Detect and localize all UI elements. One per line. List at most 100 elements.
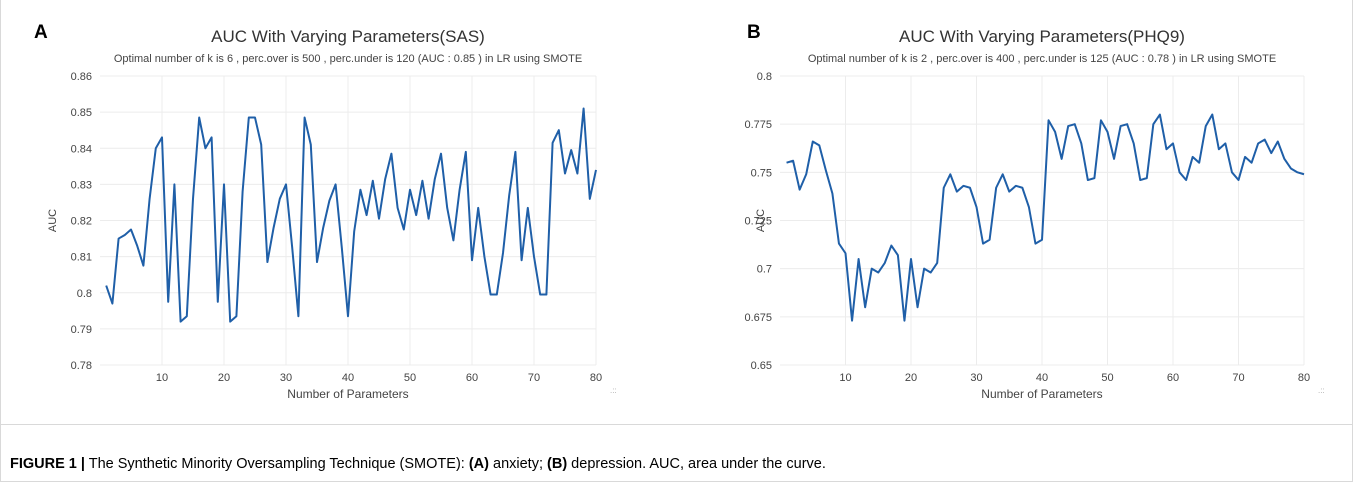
chart-title: AUC With Varying Parameters(PHQ9) — [899, 27, 1185, 46]
data-point — [1133, 142, 1135, 144]
chart-a: AUC With Varying Parameters(SAS) Optimal … — [47, 27, 617, 401]
data-point — [155, 147, 157, 149]
data-point — [1264, 139, 1266, 141]
data-point — [1061, 158, 1063, 160]
data-point — [917, 306, 919, 308]
x-tick-label: 50 — [404, 372, 416, 384]
data-point — [465, 151, 467, 153]
data-point — [428, 218, 430, 220]
data-point — [1107, 131, 1109, 133]
data-point — [936, 262, 938, 264]
data-point — [490, 294, 492, 296]
data-point — [1270, 152, 1272, 154]
data-point — [1172, 142, 1174, 144]
data-point — [173, 183, 175, 185]
data-point — [799, 189, 801, 191]
data-point — [1008, 191, 1010, 193]
caption-text-2: anxiety; — [488, 456, 548, 472]
y-tick-label: 0.675 — [744, 312, 772, 324]
data-point — [341, 247, 343, 249]
data-point — [353, 230, 355, 232]
data-point — [1126, 123, 1128, 125]
data-point — [1034, 243, 1036, 245]
data-point — [1152, 123, 1154, 125]
data-point — [390, 153, 392, 155]
data-point — [285, 183, 287, 185]
data-point — [316, 261, 318, 263]
data-point — [372, 180, 374, 182]
data-point — [167, 301, 169, 303]
data-point — [595, 169, 597, 171]
data-point — [864, 306, 866, 308]
data-point — [1165, 148, 1167, 150]
data-point — [1198, 162, 1200, 164]
data-point — [477, 207, 479, 209]
data-point — [1244, 156, 1246, 158]
y-tick-label: 0.81 — [71, 252, 92, 264]
data-point — [1277, 141, 1279, 143]
data-point — [576, 173, 578, 175]
data-point — [792, 160, 794, 162]
data-point — [1211, 114, 1213, 116]
figure-caption: FIGURE 1 | The Synthetic Minority Oversa… — [10, 456, 826, 472]
data-point — [558, 129, 560, 131]
data-point — [910, 258, 912, 260]
panel-label-a: A — [34, 22, 48, 43]
data-point — [1146, 177, 1148, 179]
chart-b: AUC With Varying Parameters(PHQ9) Optimal… — [744, 27, 1324, 401]
data-point — [514, 151, 516, 153]
data-point — [297, 315, 299, 317]
data-point — [1205, 125, 1207, 127]
data-point — [452, 239, 454, 241]
data-point — [434, 178, 436, 180]
data-point — [508, 194, 510, 196]
data-point — [552, 142, 554, 144]
x-tick-label: 10 — [156, 372, 168, 384]
data-point — [198, 117, 200, 119]
data-point — [564, 173, 566, 175]
data-point — [786, 162, 788, 164]
data-point — [415, 214, 417, 216]
data-point — [976, 206, 978, 208]
data-point — [1093, 177, 1095, 179]
data-point — [923, 268, 925, 270]
y-tick-label: 0.86 — [71, 71, 92, 83]
data-point — [322, 227, 324, 229]
data-point — [328, 200, 330, 202]
data-point — [1021, 187, 1023, 189]
data-point — [223, 183, 225, 185]
data-point — [1100, 119, 1102, 121]
data-point — [217, 301, 219, 303]
data-point — [838, 243, 840, 245]
data-point — [962, 185, 964, 187]
data-point — [583, 108, 585, 110]
y-axis-label: AUC — [755, 209, 767, 232]
data-point — [545, 294, 547, 296]
data-point — [192, 198, 194, 200]
data-point — [812, 141, 814, 143]
y-tick-label: 0.79 — [71, 324, 92, 336]
data-point — [1015, 185, 1017, 187]
data-point — [124, 234, 126, 236]
data-point — [1028, 206, 1030, 208]
caption-text-3: depression. AUC, area under the curve. — [567, 456, 826, 472]
data-point — [1054, 131, 1056, 133]
data-point — [825, 169, 827, 171]
data-point — [266, 261, 268, 263]
x-tick-label: 60 — [466, 372, 478, 384]
x-tick-label: 80 — [1298, 372, 1310, 384]
data-point — [204, 147, 206, 149]
data-point — [989, 239, 991, 241]
data-point — [235, 315, 237, 317]
data-point — [459, 189, 461, 191]
x-tick-label: 70 — [1232, 372, 1244, 384]
data-point — [877, 272, 879, 274]
data-point — [1303, 173, 1305, 175]
data-point — [1283, 158, 1285, 160]
chart-subtitle: Optimal number of k is 2 , perc.over is … — [808, 53, 1276, 65]
data-point — [1080, 142, 1082, 144]
data-point — [831, 193, 833, 195]
y-tick-label: 0.75 — [751, 167, 772, 179]
data-point — [1067, 125, 1069, 127]
